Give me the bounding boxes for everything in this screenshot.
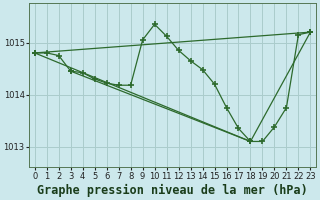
- X-axis label: Graphe pression niveau de la mer (hPa): Graphe pression niveau de la mer (hPa): [37, 183, 308, 197]
